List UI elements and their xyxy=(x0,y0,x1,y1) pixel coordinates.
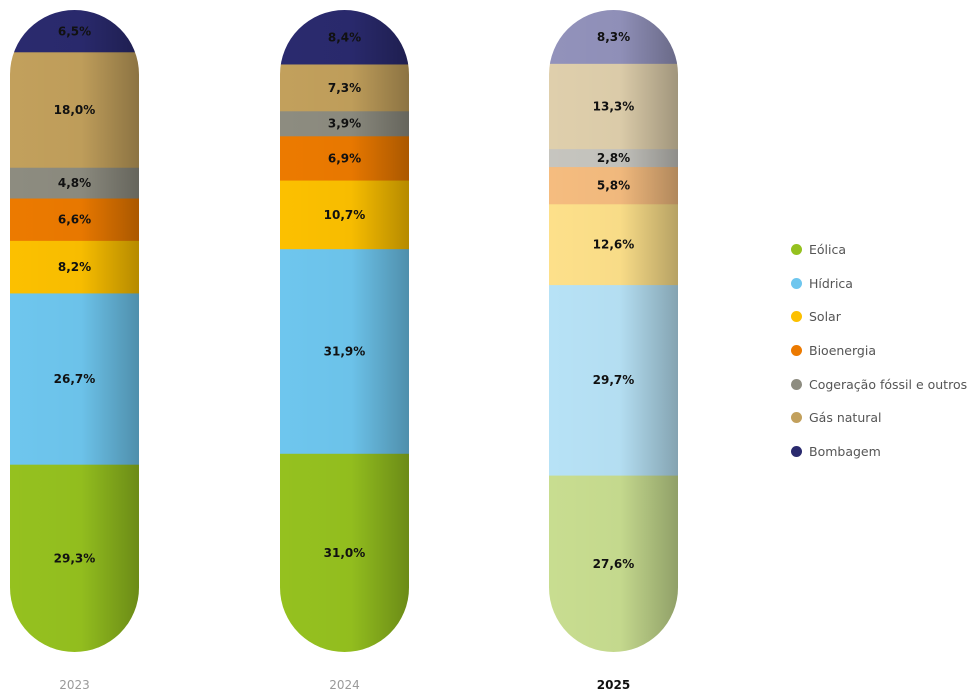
legend-swatch xyxy=(791,244,802,256)
data-label-2023-6: 6,5% xyxy=(58,24,91,38)
data-label-2024-4: 3,9% xyxy=(328,117,361,131)
data-label-2024-5: 7,3% xyxy=(328,81,361,95)
data-label-2025-1: 29,7% xyxy=(593,373,635,387)
legend-item-cogeracao: Cogeração fóssil e outros xyxy=(791,367,967,401)
bar-2023 xyxy=(10,10,139,652)
legend-label: Gás natural xyxy=(809,410,882,426)
data-label-2025-4: 2,8% xyxy=(597,151,630,165)
data-label-2023-4: 4,8% xyxy=(58,176,91,190)
legend-swatch xyxy=(791,277,802,289)
data-label-2023-2: 8,2% xyxy=(58,260,91,274)
legend-item-eolica: Eólica xyxy=(791,233,967,267)
data-label-2025-6: 8,3% xyxy=(597,30,630,44)
data-label-2025-0: 27,6% xyxy=(593,557,635,571)
legend-swatch xyxy=(791,445,802,457)
data-label-2025-2: 12,6% xyxy=(593,238,635,252)
x-tick-label-2024: 2024 xyxy=(329,678,360,690)
bar-2025 xyxy=(549,10,678,652)
legend-swatch xyxy=(791,345,802,357)
bar-shading-2023 xyxy=(10,10,139,652)
data-label-2025-3: 5,8% xyxy=(597,179,630,193)
data-label-2024-2: 10,7% xyxy=(324,208,366,222)
data-label-2024-6: 8,4% xyxy=(328,30,361,44)
legend-item-gas-natural: Gás natural xyxy=(791,401,967,435)
data-label-2024-0: 31,0% xyxy=(324,546,366,560)
legend-swatch xyxy=(791,378,802,390)
legend-label: Bombagem xyxy=(809,443,881,459)
legend-item-bioenergia: Bioenergia xyxy=(791,334,967,368)
data-label-2025-5: 13,3% xyxy=(593,99,635,113)
legend-label: Hídrica xyxy=(809,275,853,291)
bar-2024 xyxy=(280,10,409,652)
legend-label: Cogeração fóssil e outros xyxy=(809,376,968,392)
legend-swatch xyxy=(791,412,802,424)
legend-label: Bioenergia xyxy=(809,343,876,359)
legend-item-solar: Solar xyxy=(791,300,967,334)
data-label-2023-3: 6,6% xyxy=(58,213,91,227)
x-tick-label-2023: 2023 xyxy=(59,678,90,690)
legend-swatch xyxy=(791,311,802,323)
legend-label: Eólica xyxy=(809,242,847,258)
data-label-2024-3: 6,9% xyxy=(328,151,361,165)
bar-shading-2024 xyxy=(280,10,409,652)
bar-shading-2025 xyxy=(549,10,678,652)
legend-item-bombagem: Bombagem xyxy=(791,435,967,469)
legend-item-hidrica: Hídrica xyxy=(791,267,967,301)
legend: Eólica Hídrica Solar Bioenergia Cogeraçã… xyxy=(791,233,967,468)
data-label-2023-5: 18,0% xyxy=(54,103,96,117)
data-label-2023-1: 26,7% xyxy=(54,372,96,386)
legend-label: Solar xyxy=(809,309,841,325)
data-label-2024-1: 31,9% xyxy=(324,344,366,358)
x-tick-label-2025: 2025 xyxy=(597,678,630,690)
data-label-2023-0: 29,3% xyxy=(54,552,96,566)
